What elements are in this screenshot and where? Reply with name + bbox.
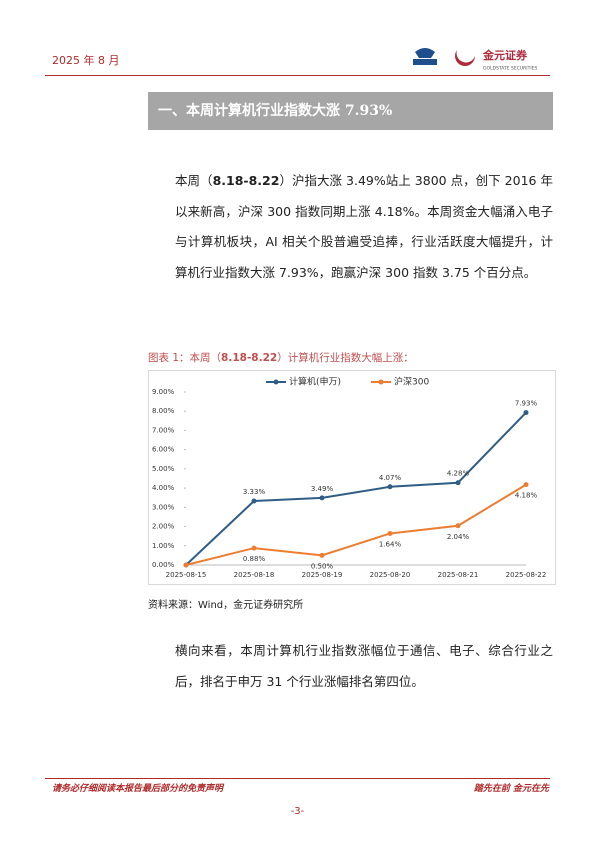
legend-label: 沪深300 [394,376,429,388]
paragraph: 本周（8.18-8.22）沪指大涨 3.49%站上 3800 点，创下 2016… [175,166,553,288]
y-tick-label: 0.00% [152,561,175,569]
data-label: 0.50% [311,562,334,570]
y-tick-label: 8.00% [152,407,175,415]
data-label: 4.18% [515,492,538,500]
x-tick-label: 2025-08-18 [234,571,275,579]
marker [183,562,189,568]
marker [455,523,461,529]
marker [523,482,529,488]
legend-label: 计算机(申万) [289,376,341,388]
date-range: 8.18-8.22 [221,352,278,364]
source-note: 资料来源：Wind，金元证券研究所 [148,600,304,611]
legend-marker [273,379,279,385]
slogan: 踏先在前 金元在先 [473,784,549,794]
chart: 0.00% 1.00% 2.00% 3.00% 4.00% 5.00% 6.00% 7.00%… [148,370,556,585]
y-tick-label: 4.00% [152,484,175,492]
y-tick-label: 3.00% [152,503,175,511]
brand-en: GOLDSTATE SECURITIES [483,66,538,72]
data-label: 3.33% [243,488,266,496]
marker [319,552,325,558]
report-date: 2025 年 8 月 [52,54,120,67]
logos: 金元证券 GOLDSTATE SECURITIES [413,48,538,72]
chart-frame [148,370,556,585]
marker [251,498,257,504]
text: ）沪指大涨 3.49%站上 3800 点，创下 2016 年以来新高，沪深 30… [175,173,553,280]
figure-caption: 图表 1：本周（8.18-8.22）计算机行业指数大幅上涨： [148,350,414,365]
x-tick-label: 2025-08-20 [370,571,411,579]
data-label: 3.49% [311,485,334,493]
paragraph: 横向来看，本周计算机行业指数涨幅位于通信、电子、综合行业之后，排名于申万 31 … [175,643,553,689]
date-range: 8.18-8.22 [212,173,280,188]
y-tick-label: 7.00% [152,426,175,434]
series-line [185,411,527,566]
y-tick-label: 6.00% [152,446,175,454]
data-label: 7.93% [515,400,538,408]
section-title: 一、本周计算机行业指数大涨 7.93% [148,92,553,130]
disclaimer: 请务必仔细阅读本报告最后部分的免责声明 [52,784,224,794]
data-label: 4.07% [379,474,402,482]
x-tick-label: 2025-08-21 [438,571,479,579]
brand-name: 金元证券 [482,48,528,62]
marker [387,484,393,490]
legend-marker [378,379,384,385]
data-label: 0.88% [243,555,266,563]
data-label: 4.28% [447,470,470,478]
x-tick-label: 2025-08-15 [166,571,207,579]
marker [523,410,529,416]
x-tick-label: 2025-08-22 [506,571,547,579]
marker [387,530,393,536]
data-label: 2.04% [447,533,470,541]
text: 本周（ [175,173,213,188]
x-tick-label: 2025-08-19 [302,571,343,579]
series-line [185,483,527,566]
marker [319,495,325,501]
y-tick-label: 5.00% [152,465,175,473]
y-tick-label: 2.00% [152,523,175,531]
data-label: 1.64% [379,540,402,548]
y-tick-label: 1.00% [152,542,175,550]
footer-rule [45,778,550,779]
text: 图表 1：本周（ [148,352,222,364]
y-tick-label: 9.00% [152,388,175,396]
header-rule [45,75,550,76]
text: ）计算机行业指数大幅上涨： [277,352,414,364]
marker [251,545,257,551]
page-number: -3- [290,806,305,817]
marker [455,480,461,486]
